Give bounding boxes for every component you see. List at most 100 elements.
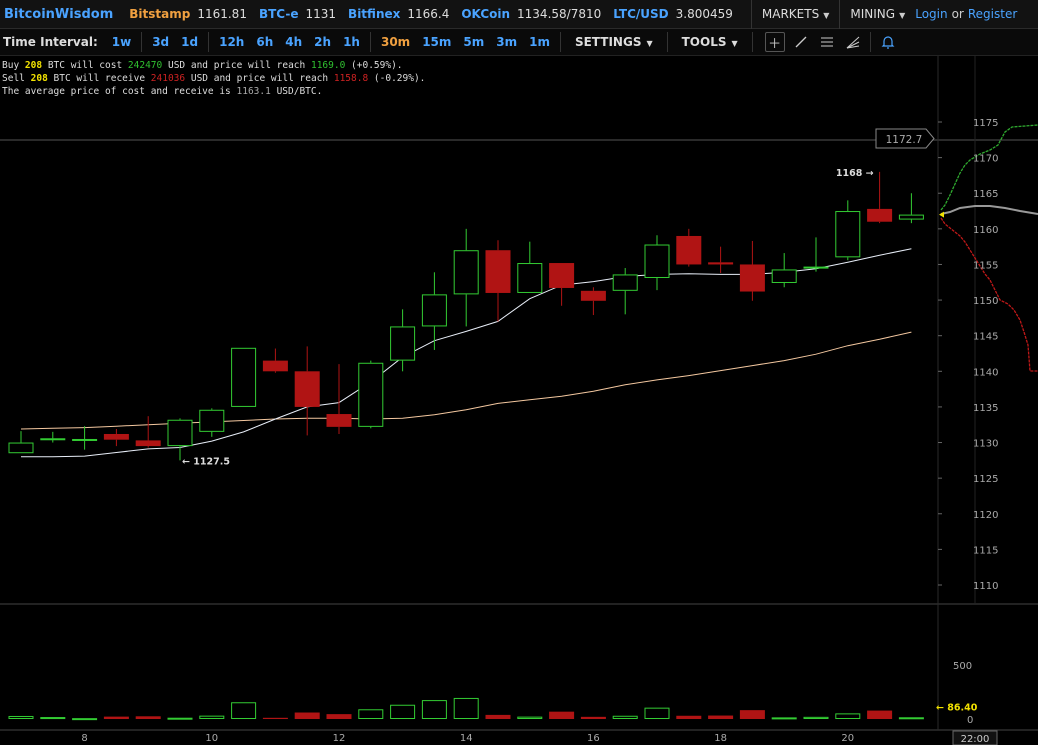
interval-1d[interactable]: 1d xyxy=(181,35,199,49)
fan-lines-icon[interactable] xyxy=(843,32,863,52)
crosshair-icon[interactable]: ＋ xyxy=(764,32,785,52)
market-name: Bitstamp xyxy=(129,7,191,21)
buy-label: Buy xyxy=(2,60,20,71)
candle-body xyxy=(231,347,257,407)
market-name: BTC-e xyxy=(258,7,299,21)
interval-15m[interactable]: 15m xyxy=(422,35,452,49)
candle-body xyxy=(453,250,479,295)
login-link[interactable]: Login xyxy=(915,7,948,21)
horizontal-lines-icon[interactable] xyxy=(817,32,837,52)
tools-label: TOOLS xyxy=(681,35,727,49)
price-tick-label: 1125 xyxy=(973,474,998,485)
mining-menu-label: MINING xyxy=(850,7,896,21)
price-tick-label: 1165 xyxy=(973,189,998,200)
volume-bar xyxy=(8,715,34,720)
fan-lines-glyph xyxy=(846,36,860,49)
market-ltc-usd[interactable]: LTC/USD 3.800459 xyxy=(613,7,733,21)
interval-5m[interactable]: 5m xyxy=(463,35,485,49)
volume-bar xyxy=(167,717,193,720)
time-tick-label: 8 xyxy=(81,733,87,744)
markets-menu[interactable]: MARKETS ▼ xyxy=(762,7,829,21)
price-tick-label: 1130 xyxy=(973,439,998,450)
candles-layer xyxy=(8,171,924,461)
divider xyxy=(141,32,143,52)
settings-menu[interactable]: SETTINGS ▼ xyxy=(575,35,653,49)
depth-layer xyxy=(940,124,1038,372)
candle-body xyxy=(421,294,447,327)
low-price-annotation: ← 1127.5 xyxy=(182,456,230,467)
interval-2h[interactable]: 2h xyxy=(314,35,332,49)
volume-bar xyxy=(135,716,161,719)
divider xyxy=(869,32,871,52)
price-tick-label: 1140 xyxy=(973,367,998,378)
candle-body xyxy=(103,433,129,440)
candle-body xyxy=(135,440,161,447)
candle-body xyxy=(72,438,98,441)
volume-tick-label: 500 xyxy=(953,661,972,672)
candle-body xyxy=(867,208,893,222)
volume-bar xyxy=(485,714,511,719)
candle-body xyxy=(326,414,352,427)
candle-body xyxy=(390,326,416,361)
interval-3m[interactable]: 3m xyxy=(496,35,518,49)
current-price-box xyxy=(875,128,935,149)
buy-info-line: Buy 208 BTC will cost 242470 USD and pri… xyxy=(2,59,425,72)
bell-icon[interactable] xyxy=(878,32,898,52)
interval-4h[interactable]: 4h xyxy=(285,35,303,49)
volume-bar xyxy=(40,717,66,720)
market-bitstamp[interactable]: Bitstamp 1161.81 xyxy=(129,7,247,21)
time-tick-label: 10 xyxy=(205,733,218,744)
market-bitfinex[interactable]: Bitfinex 1166.4 xyxy=(348,7,449,21)
volume-bar xyxy=(453,697,479,720)
volume-bar xyxy=(231,702,257,720)
candle-body xyxy=(549,263,575,288)
order-info-panel: Buy 208 BTC will cost 242470 USD and pri… xyxy=(2,59,425,98)
top-bar: BitcoinWisdom Bitstamp 1161.81 BTC-e 113… xyxy=(0,0,1038,29)
market-price: 1134.58/7810 xyxy=(517,7,602,21)
average-info-line: The average price of cost and receive is… xyxy=(2,85,425,98)
settings-label: SETTINGS xyxy=(574,35,642,49)
volume-bar xyxy=(676,715,702,719)
tools-menu[interactable]: TOOLS ▼ xyxy=(682,35,738,49)
market-name: LTC/USD xyxy=(613,7,669,21)
sell-text: USD and price will reach xyxy=(190,73,329,84)
price-tick-label: 1110 xyxy=(973,581,998,592)
candle-body xyxy=(898,214,924,220)
divider xyxy=(750,0,752,29)
market-name: Bitfinex xyxy=(348,7,401,21)
site-logo[interactable]: BitcoinWisdom xyxy=(4,6,114,22)
sell-receive: 241036 xyxy=(150,73,186,84)
interval-12h[interactable]: 12h xyxy=(219,35,245,49)
buy-amount: 208 xyxy=(24,60,43,71)
price-tick-label: 1170 xyxy=(973,154,998,165)
bell-glyph xyxy=(881,36,895,49)
candle-body xyxy=(167,419,193,447)
candle-body xyxy=(771,269,797,283)
interval-30m[interactable]: 30m xyxy=(380,35,411,49)
trend-line-icon[interactable] xyxy=(791,32,811,52)
volume-bar xyxy=(72,718,98,721)
interval-1m[interactable]: 1m xyxy=(529,35,550,49)
sell-text: BTC will receive xyxy=(53,73,146,84)
chart-toolbar: Time Interval: 1w 3d 1d 12h 6h 4h 2h 1h … xyxy=(0,29,1038,56)
time-label: 22:00 xyxy=(961,734,990,745)
market-okcoin[interactable]: OKCoin 1134.58/7810 xyxy=(461,7,601,21)
candle-body xyxy=(676,235,702,265)
interval-3d[interactable]: 3d xyxy=(152,35,170,49)
time-tick-label: 14 xyxy=(460,733,473,744)
market-price: 1161.81 xyxy=(197,7,247,21)
volume-tick-label: 0 xyxy=(967,715,973,726)
interval-1h[interactable]: 1h xyxy=(343,35,360,49)
price-tick-label: 1155 xyxy=(973,260,998,271)
interval-6h[interactable]: 6h xyxy=(256,35,274,49)
volume-bar xyxy=(739,710,765,719)
candle-body xyxy=(262,360,288,372)
mining-menu[interactable]: MINING ▼ xyxy=(850,7,905,21)
sell-reach-price: 1158.8 xyxy=(333,73,369,84)
time-tick-label: 16 xyxy=(587,733,600,744)
register-link[interactable]: Register xyxy=(967,7,1018,21)
buy-reach-price: 1169.0 xyxy=(310,60,346,71)
interval-1w[interactable]: 1w xyxy=(111,35,132,49)
market-btce[interactable]: BTC-e 1131 xyxy=(259,7,336,21)
